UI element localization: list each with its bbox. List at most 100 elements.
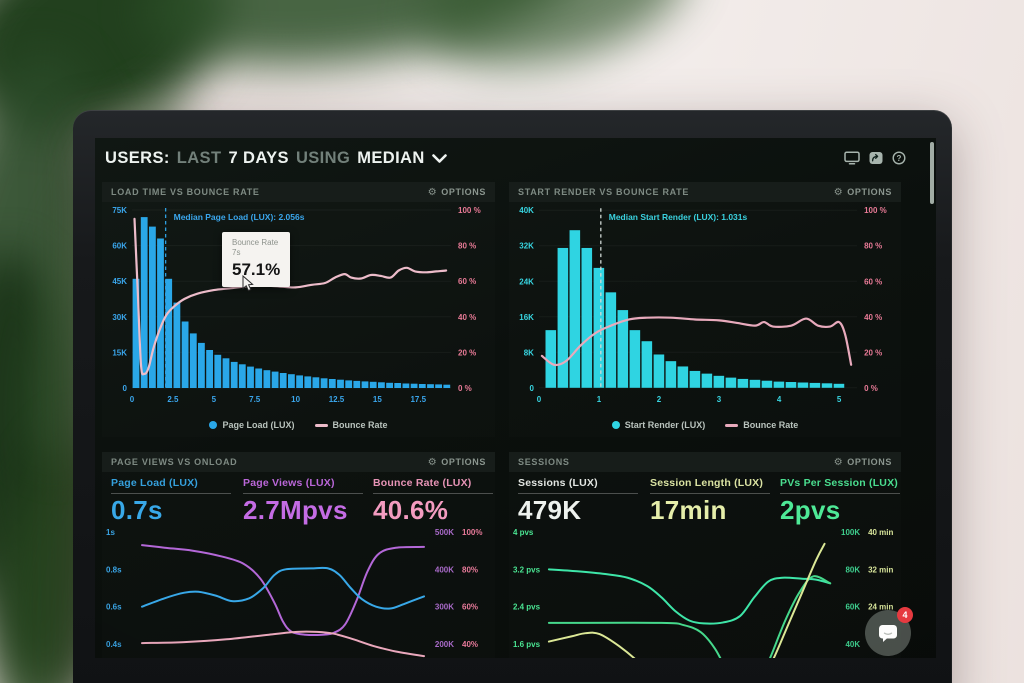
svg-text:40 %: 40 % xyxy=(458,313,476,322)
svg-text:0.4s: 0.4s xyxy=(106,640,122,649)
svg-text:20 %: 20 % xyxy=(458,348,476,357)
panel-title: LOAD TIME VS BOUNCE RATE xyxy=(111,187,260,197)
svg-text:20 %: 20 % xyxy=(864,348,882,357)
display-icon[interactable] xyxy=(844,151,860,165)
options-button[interactable]: OPTIONS xyxy=(428,187,486,198)
svg-text:Median Start Render (LUX): 1.0: Median Start Render (LUX): 1.031s xyxy=(609,212,748,222)
panel-title: START RENDER VS BOUNCE RATE xyxy=(518,187,690,197)
svg-text:60K: 60K xyxy=(845,603,860,612)
svg-text:32 min: 32 min xyxy=(868,565,893,574)
panel-start-render: START RENDER VS BOUNCE RATE OPTIONS Medi… xyxy=(509,182,901,437)
legend-line-icon xyxy=(725,423,739,427)
legend-line-icon xyxy=(314,423,328,427)
options-button[interactable]: OPTIONS xyxy=(834,187,892,198)
legend-start-render[interactable]: Start Render (LUX) xyxy=(611,420,705,430)
svg-text:100K: 100K xyxy=(841,528,860,537)
metric-value: 0.7s xyxy=(111,495,163,525)
svg-text:0.6s: 0.6s xyxy=(106,603,122,612)
svg-text:100%: 100% xyxy=(462,528,482,537)
scrollbar-thumb[interactable] xyxy=(930,142,934,204)
svg-text:1: 1 xyxy=(597,395,602,404)
svg-text:200K: 200K xyxy=(435,640,454,649)
share-icon[interactable] xyxy=(869,151,883,165)
svg-text:1s: 1s xyxy=(106,528,115,537)
chat-widget-button[interactable]: 4 xyxy=(865,607,913,656)
title-days: 7 DAYS xyxy=(228,149,289,167)
svg-text:80%: 80% xyxy=(462,565,478,574)
svg-text:3.2 pvs: 3.2 pvs xyxy=(513,565,541,574)
svg-text:75K: 75K xyxy=(112,206,127,215)
panel-sessions: SESSIONS OPTIONS Sessions (LUX) 479K Ses… xyxy=(509,452,901,658)
legend-page-load[interactable]: Page Load (LUX) xyxy=(209,420,295,430)
start-render-chart[interactable]: Median Start Render (LUX): 1.031s 40K 32K 2… xyxy=(509,202,901,414)
load-time-chart[interactable]: Median Page Load (LUX): 2.056s 75K 60K 45K 3… xyxy=(102,202,495,414)
dashboard-screen: USERS: LAST 7 DAYS USING MEDIAN xyxy=(95,138,936,658)
dashboard-topbar: USERS: LAST 7 DAYS USING MEDIAN xyxy=(95,138,936,182)
svg-text:30K: 30K xyxy=(112,313,127,322)
title-users: USERS: xyxy=(105,149,170,167)
metric-value: 40.6% xyxy=(373,495,449,525)
svg-text:17.5: 17.5 xyxy=(410,395,426,404)
gear-icon xyxy=(834,457,844,468)
panel-title: SESSIONS xyxy=(518,457,570,467)
svg-text:100 %: 100 % xyxy=(864,206,887,215)
metric-value: 479K xyxy=(518,495,582,525)
svg-text:24 min: 24 min xyxy=(868,603,893,612)
gear-icon xyxy=(428,457,438,468)
metric-bounce-rate: Bounce Rate (LUX) 40.6% xyxy=(373,477,493,523)
svg-text:80K: 80K xyxy=(845,565,860,574)
svg-text:40%: 40% xyxy=(462,640,478,649)
panel-load-time: LOAD TIME VS BOUNCE RATE OPTIONS Median … xyxy=(102,182,495,437)
svg-text:3: 3 xyxy=(717,395,722,404)
page-views-chart[interactable]: 1s 0.8s 0.6s 0.4s 500K 100% 400K 80% 300K 60% 200K… xyxy=(102,524,495,658)
svg-text:45K: 45K xyxy=(112,277,127,286)
svg-text:40 min: 40 min xyxy=(868,528,893,537)
panel-page-views: PAGE VIEWS VS ONLOAD OPTIONS Page Load (… xyxy=(102,452,495,658)
svg-text:2: 2 xyxy=(657,395,662,404)
title-median: MEDIAN xyxy=(357,149,425,167)
svg-text:24K: 24K xyxy=(519,277,534,286)
metric-label: PVs Per Session (LUX) xyxy=(780,477,900,494)
legend-bounce-rate[interactable]: Bounce Rate xyxy=(725,420,798,430)
svg-text:500K: 500K xyxy=(435,528,454,537)
metric-session-length: Session Length (LUX) 17min xyxy=(650,477,770,523)
tooltip-series: Bounce Rate xyxy=(232,238,279,247)
panel-title: PAGE VIEWS VS ONLOAD xyxy=(111,457,238,467)
svg-text:Median Page Load (LUX): 2.056s: Median Page Load (LUX): 2.056s xyxy=(174,212,305,222)
legend-dot-icon xyxy=(611,421,620,429)
users-range-dropdown[interactable]: USERS: LAST 7 DAYS USING MEDIAN xyxy=(105,149,447,168)
help-icon[interactable]: ? xyxy=(892,151,906,165)
chart-tooltip: Bounce Rate 7s 57.1% xyxy=(222,232,291,287)
svg-text:400K: 400K xyxy=(435,565,454,574)
svg-text:40 %: 40 % xyxy=(864,313,882,322)
title-using: USING xyxy=(295,149,351,167)
metrics-row: Sessions (LUX) 479K Session Length (LUX)… xyxy=(509,472,901,524)
metric-label: Session Length (LUX) xyxy=(650,477,770,494)
chevron-down-icon xyxy=(431,153,447,163)
svg-text:0: 0 xyxy=(130,395,135,404)
sessions-chart[interactable]: 4 pvs 3.2 pvs 2.4 pvs 1.6 pvs 100K 40 min 80K 3… xyxy=(509,524,901,658)
svg-text:300K: 300K xyxy=(435,603,454,612)
svg-text:60 %: 60 % xyxy=(864,277,882,286)
gear-icon xyxy=(428,187,438,198)
svg-text:?: ? xyxy=(897,154,902,163)
chat-bubble-icon xyxy=(879,625,897,642)
metric-page-load: Page Load (LUX) 0.7s xyxy=(111,477,231,523)
svg-text:0 %: 0 % xyxy=(864,384,878,393)
title-last: LAST xyxy=(176,149,222,167)
svg-text:15: 15 xyxy=(373,395,382,404)
svg-text:0 %: 0 % xyxy=(458,384,472,393)
options-button[interactable]: OPTIONS xyxy=(428,457,486,468)
svg-text:0: 0 xyxy=(529,384,534,393)
svg-text:80 %: 80 % xyxy=(458,242,476,251)
metric-value: 17min xyxy=(650,495,727,525)
metric-page-views: Page Views (LUX) 2.7Mpvs xyxy=(243,477,363,523)
svg-text:60 %: 60 % xyxy=(458,277,476,286)
legend-bounce-rate[interactable]: Bounce Rate xyxy=(314,420,388,430)
svg-text:8K: 8K xyxy=(524,348,534,357)
svg-text:0.8s: 0.8s xyxy=(106,565,122,574)
metric-label: Bounce Rate (LUX) xyxy=(373,477,493,494)
options-button[interactable]: OPTIONS xyxy=(834,457,892,468)
svg-text:16K: 16K xyxy=(519,313,534,322)
